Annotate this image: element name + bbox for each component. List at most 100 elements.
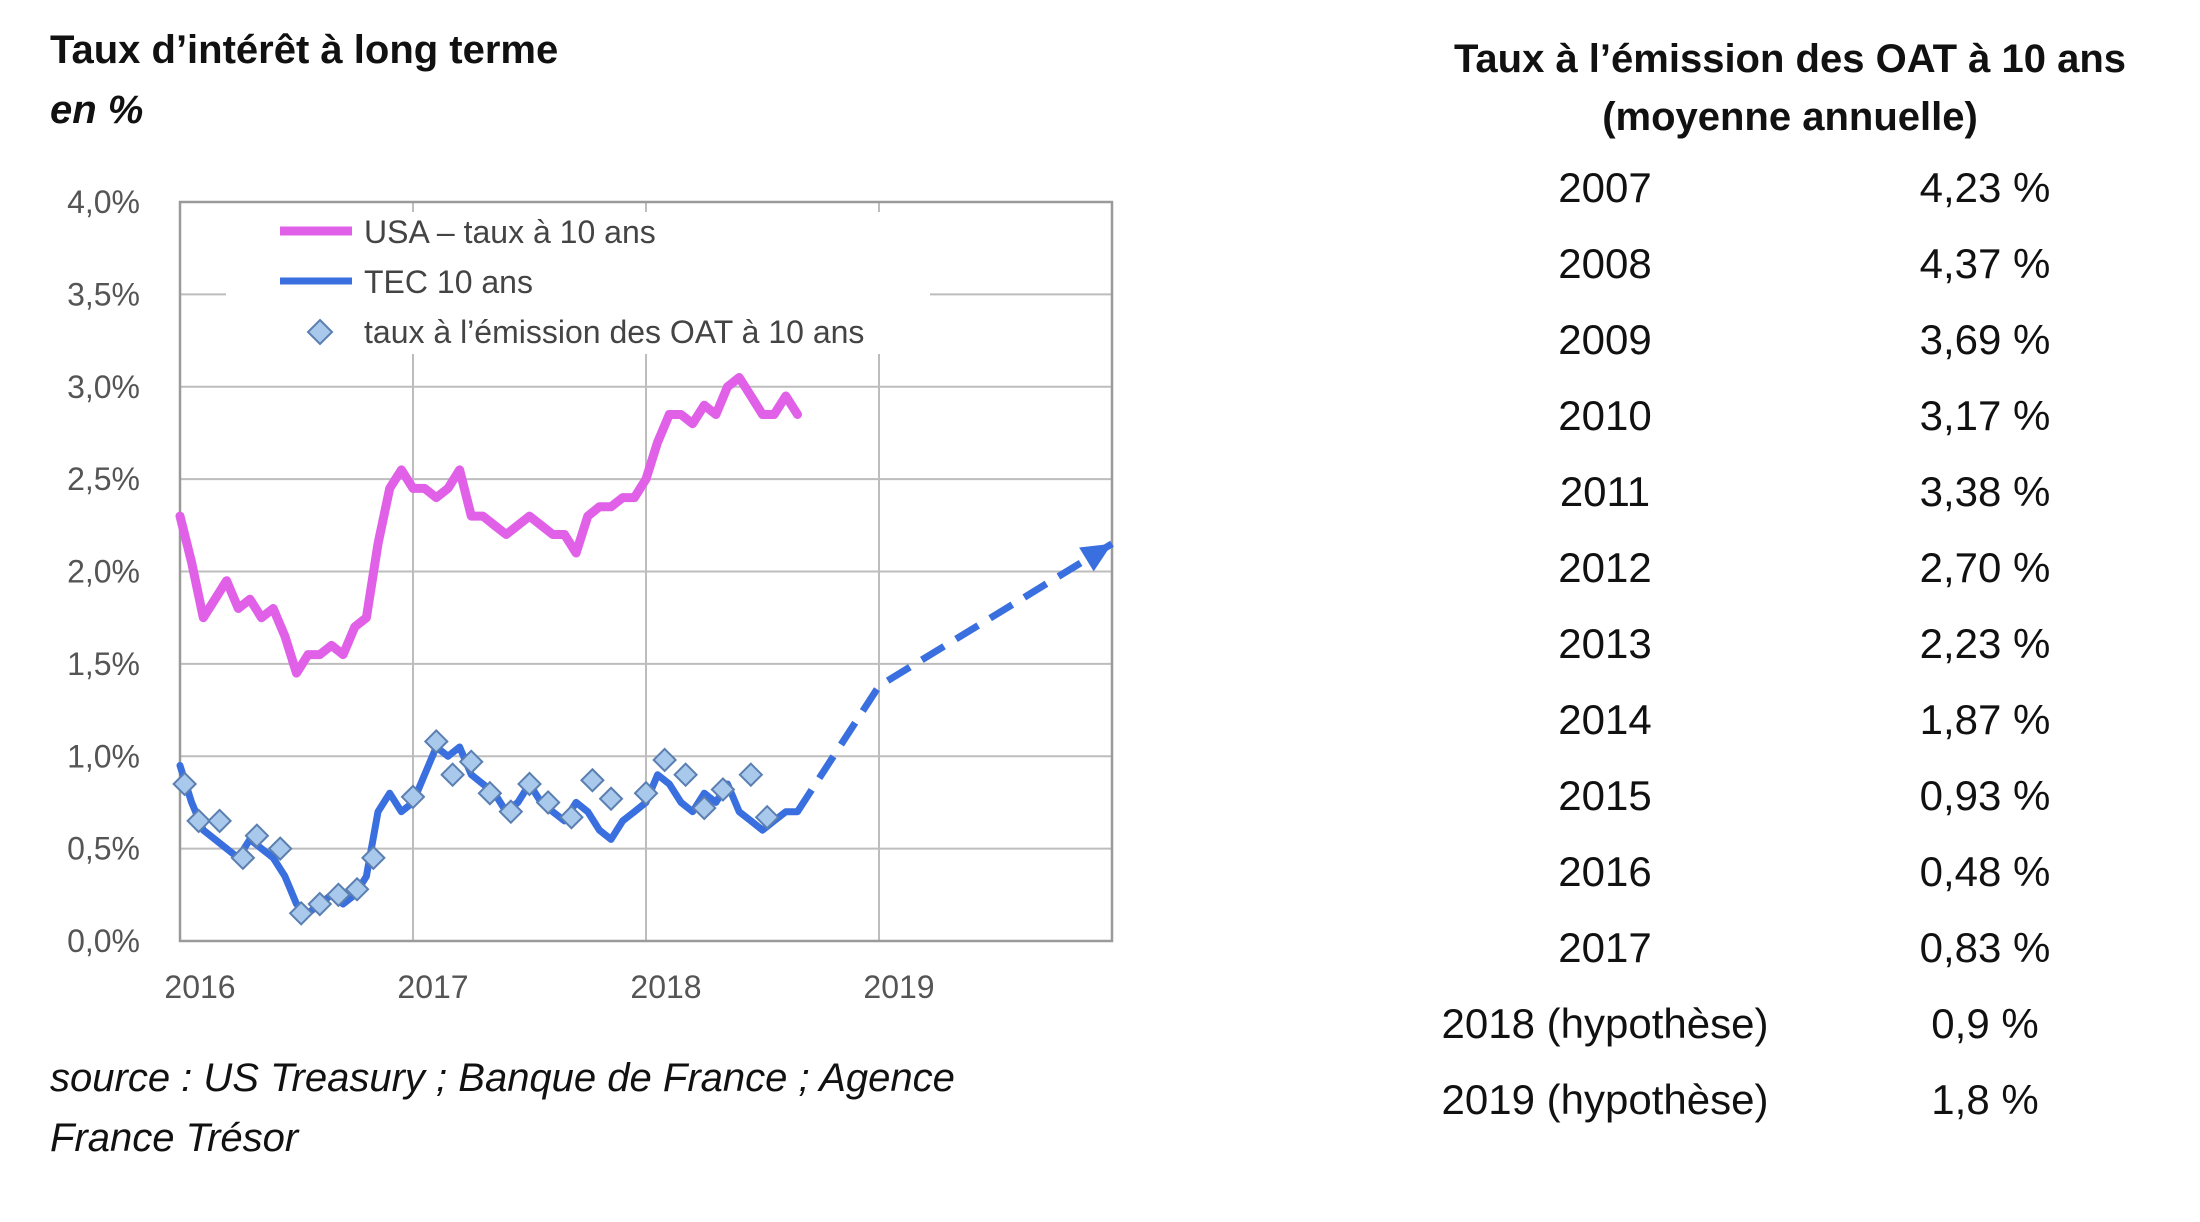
table-row-year: 2013 [1558,620,1652,667]
table-row: 2017 0,83 % [1390,910,2150,986]
legend-label-oat: taux à l’émission des OAT à 10 ans [364,314,864,350]
table-row: 2007 4,23 % [1390,150,2150,226]
oat-marker [673,762,699,788]
oat-marker [172,771,198,797]
table-row-value: 1,87 % [1919,696,2051,743]
table-title-line2: (moyenne annuelle) [1602,95,1978,139]
interest-rate-chart: USA – taux à 10 ans TEC 10 ans taux à l’ém… [67,184,1114,1005]
oat-marker [458,749,484,775]
table-row: 2008 4,37 % [1390,226,2150,302]
oat-marker [344,876,370,902]
y-tick-label: 1,5% [67,646,140,682]
oat-marker [754,804,780,830]
table-row-year: 2018 (hypothèse) [1441,1000,1769,1047]
oat-marker [423,729,449,754]
oat-marker [579,767,605,793]
table-row: 2019 (hypothèse) 1,8 % [1390,1062,2150,1138]
table-row-year: 2009 [1558,316,1652,363]
table-row-year: 2016 [1558,848,1652,895]
series-line-tec-10 [176,743,801,917]
oat-marker [326,882,351,908]
axis-ticks: 4,0% 3,5% 3,0% 2,5% 2,0% 1,5% 1,0% 0,5% 0,0% 2016… [67,184,935,1005]
table-row-year: 2017 [1558,924,1652,971]
plot-frame [178,200,1114,943]
table-row: 2014 1,87 % [1390,682,2150,758]
table-row-value: 0,83 % [1919,924,2051,971]
oat-rates-table: 2007 4,23 % 2008 4,37 % 2009 3,69 % 2010 3,17 %… [1390,150,2150,1138]
oat-marker [477,780,503,806]
oat-marker [517,771,542,797]
oat-marker [598,786,624,812]
table-row-value: 2,70 % [1919,544,2051,591]
table-row: 2018 (hypothèse) 0,9 % [1390,986,2150,1062]
oat-marker [535,790,561,815]
oat-marker [244,823,270,849]
x-tick-label: 2019 [863,969,934,1005]
table-row-year: 2010 [1558,392,1652,439]
table-row: 2010 3,17 % [1390,378,2150,454]
table-row-value: 4,37 % [1919,240,2051,287]
table-row: 2009 3,69 % [1390,302,2150,378]
oat-marker [267,836,293,862]
legend-marker-oat [306,318,334,346]
y-tick-label: 0,5% [67,831,140,867]
x-tick-label: 2018 [630,969,701,1005]
series-line-usa-10y [175,373,802,678]
oat-marker [710,777,736,802]
legend-label-usa: USA – taux à 10 ans [364,214,656,250]
x-tick-label: 2017 [397,969,468,1005]
series-layer [172,373,1114,926]
oat-marker [400,784,426,810]
table-row-year: 2011 [1559,468,1651,515]
oat-marker [440,762,466,788]
source-note: source : US Treasury ; Banque de France … [50,1056,955,1100]
table-title: Taux à l’émission des OAT à 10 ans (moye… [1380,30,2200,146]
table-row-value: 0,93 % [1919,772,2051,819]
oat-marker [738,762,764,788]
y-tick-label: 2,5% [67,461,140,497]
table-row-value: 3,69 % [1919,316,2051,363]
chart-title: Taux d’intérêt à long terme [50,28,559,72]
source-note-continued: France Trésor [50,1116,299,1160]
table-row-year: 2014 [1558,696,1652,743]
grid [178,200,1114,943]
y-tick-label: 2,0% [67,554,140,590]
table-row-value: 0,9 % [1931,1000,2039,1047]
table-row-value: 0,48 % [1919,848,2051,895]
oat-marker [186,808,212,834]
table-row-year: 2019 (hypothèse) [1441,1076,1769,1123]
y-tick-label: 0,0% [67,923,140,959]
oat-marker [288,900,314,926]
oat-marker [559,804,584,830]
table-row-value: 4,23 % [1919,164,2051,211]
legend: USA – taux à 10 ans TEC 10 ans taux à l’ém… [226,212,930,354]
table-row: 2016 0,48 % [1390,834,2150,910]
y-tick-label: 3,0% [67,369,140,405]
chart-subtitle: en % [50,88,144,132]
table-row: 2012 2,70 % [1390,530,2150,606]
oat-marker [230,845,256,871]
series-line-projection [794,540,1114,814]
table-row: 2011 3,38 % [1390,454,2150,530]
y-tick-label: 1,0% [67,738,140,774]
oat-marker [633,780,659,806]
oat-marker [307,891,333,917]
oat-marker [691,795,717,821]
table-row-value: 3,38 % [1919,468,2051,515]
table-row-year: 2008 [1558,240,1652,287]
projection-arrowhead [1079,543,1112,572]
table-row: 2015 0,93 % [1390,758,2150,834]
table-row-value: 2,23 % [1919,620,2051,667]
table-row-year: 2007 [1558,164,1652,211]
y-tick-label: 3,5% [67,276,140,312]
table-row-value: 1,8 % [1931,1076,2039,1123]
y-tick-label: 4,0% [67,184,140,220]
table-row: 2013 2,23 % [1390,606,2150,682]
x-tick-label: 2016 [164,969,235,1005]
legend-label-tec: TEC 10 ans [364,264,533,300]
table-title-line1: Taux à l’émission des OAT à 10 ans [1453,37,2127,81]
oat-marker [652,747,678,773]
table-row-value: 3,17 % [1919,392,2051,439]
oat-marker [498,799,524,825]
oat-marker [360,845,386,871]
